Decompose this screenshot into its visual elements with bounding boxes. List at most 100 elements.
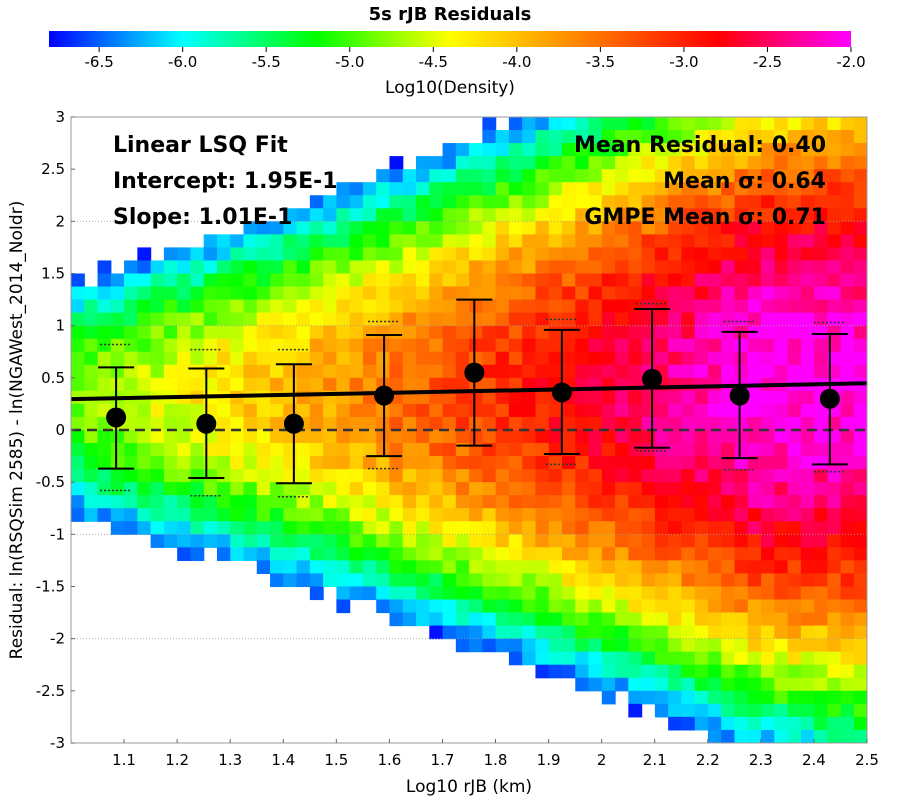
heatmap-cell xyxy=(508,130,523,144)
heatmap-cell xyxy=(283,312,298,327)
heatmap-cell xyxy=(668,117,683,131)
heatmap-cell xyxy=(243,429,258,444)
heatmap-cell xyxy=(840,364,855,379)
heatmap-cell xyxy=(442,156,457,170)
heatmap-cell xyxy=(853,495,867,509)
heatmap-cell xyxy=(575,260,590,275)
heatmap-cell xyxy=(747,156,762,170)
heatmap-cell xyxy=(588,221,603,235)
heatmap-cell xyxy=(761,338,775,353)
heatmap-cell xyxy=(349,312,364,327)
heatmap-cell xyxy=(734,312,749,327)
heatmap-cell xyxy=(177,456,192,470)
heatmap-cell xyxy=(721,521,736,535)
heatmap-cell xyxy=(389,208,404,222)
heatmap-cell xyxy=(761,443,775,457)
heatmap-cell xyxy=(615,664,629,679)
heatmap-cell xyxy=(522,130,537,144)
heatmap-cell xyxy=(668,560,683,574)
heatmap-cell xyxy=(389,169,404,183)
heatmap-cell xyxy=(668,599,683,614)
heatmap-cell xyxy=(442,260,457,275)
heatmap-cell xyxy=(508,403,523,418)
heatmap-cell xyxy=(535,364,550,379)
heatmap-cell xyxy=(814,338,828,353)
heatmap-cell xyxy=(469,208,483,222)
heatmap-cell xyxy=(323,377,337,392)
heatmap-cell xyxy=(376,456,391,470)
heatmap-cell xyxy=(336,443,351,457)
heatmap-cell xyxy=(694,169,709,183)
heatmap-cell xyxy=(376,547,391,561)
heatmap-cell xyxy=(336,599,351,614)
heatmap-cell xyxy=(814,560,828,574)
heatmap-cell xyxy=(508,156,523,170)
heatmap-cell xyxy=(654,351,669,366)
heatmap-cell xyxy=(508,143,523,157)
x-tick-label: 1.8 xyxy=(484,751,508,769)
heatmap-cell xyxy=(522,143,537,157)
heatmap-cell xyxy=(270,560,284,574)
heatmap-cell xyxy=(309,247,324,262)
heatmap-cell xyxy=(190,495,205,509)
heatmap-cell xyxy=(137,299,152,314)
heatmap-cell xyxy=(853,677,867,692)
heatmap-cell xyxy=(814,547,828,561)
heatmap-cell xyxy=(522,299,537,314)
heatmap-cell xyxy=(747,599,762,614)
heatmap-cell xyxy=(747,364,762,379)
heatmap-cell xyxy=(296,325,311,340)
heatmap-cell xyxy=(721,547,736,561)
heatmap-cell xyxy=(628,416,643,431)
heatmap-cell xyxy=(402,560,417,574)
heatmap-cell xyxy=(124,521,138,535)
heatmap-cell xyxy=(508,482,523,496)
heatmap-cell xyxy=(508,638,523,653)
heatmap-cell xyxy=(615,286,629,301)
heatmap-cell xyxy=(601,364,616,379)
y-tick-label: 1.5 xyxy=(41,265,65,283)
heatmap-cell xyxy=(774,143,789,157)
heatmap-cell xyxy=(323,521,337,535)
heatmap-cell xyxy=(508,599,523,614)
heatmap-cell xyxy=(747,716,762,731)
heatmap-cell xyxy=(681,521,696,535)
heatmap-cell xyxy=(482,521,497,535)
heatmap-cell xyxy=(747,130,762,144)
heatmap-cell xyxy=(814,469,828,483)
heatmap-cell xyxy=(588,338,603,353)
heatmap-cell xyxy=(761,703,775,718)
heatmap-cell xyxy=(442,338,457,353)
heatmap-cell xyxy=(840,716,855,731)
heatmap-cell xyxy=(681,260,696,275)
heatmap-cell xyxy=(323,573,337,588)
heatmap-cell xyxy=(270,234,284,248)
heatmap-cell xyxy=(800,612,815,627)
heatmap-cell xyxy=(362,534,377,548)
heatmap-cell xyxy=(707,482,722,496)
heatmap-cell xyxy=(309,443,324,457)
heatmap-cell xyxy=(376,534,391,548)
heatmap-cell xyxy=(734,247,749,262)
heatmap-cell xyxy=(707,573,722,588)
heatmap-cell xyxy=(561,403,576,418)
heatmap-cell xyxy=(495,130,510,144)
heatmap-cell xyxy=(721,286,736,301)
heatmap-cell xyxy=(774,416,789,431)
heatmap-cell xyxy=(190,547,205,561)
heatmap-cell xyxy=(588,612,603,627)
heatmap-cell xyxy=(694,195,709,209)
heatmap-cell xyxy=(548,521,563,535)
heatmap-cell xyxy=(561,182,576,196)
heatmap-cell xyxy=(601,534,616,548)
heatmap-cell xyxy=(376,573,391,588)
heatmap-cell xyxy=(628,469,643,483)
heatmap-cell xyxy=(588,325,603,340)
heatmap-cell xyxy=(721,664,736,679)
heatmap-cell xyxy=(707,403,722,418)
heatmap-cell xyxy=(230,456,245,470)
heatmap-cell xyxy=(694,534,709,548)
heatmap-cell xyxy=(336,508,351,522)
heatmap-cell xyxy=(654,403,669,418)
heatmap-cell xyxy=(190,469,205,483)
